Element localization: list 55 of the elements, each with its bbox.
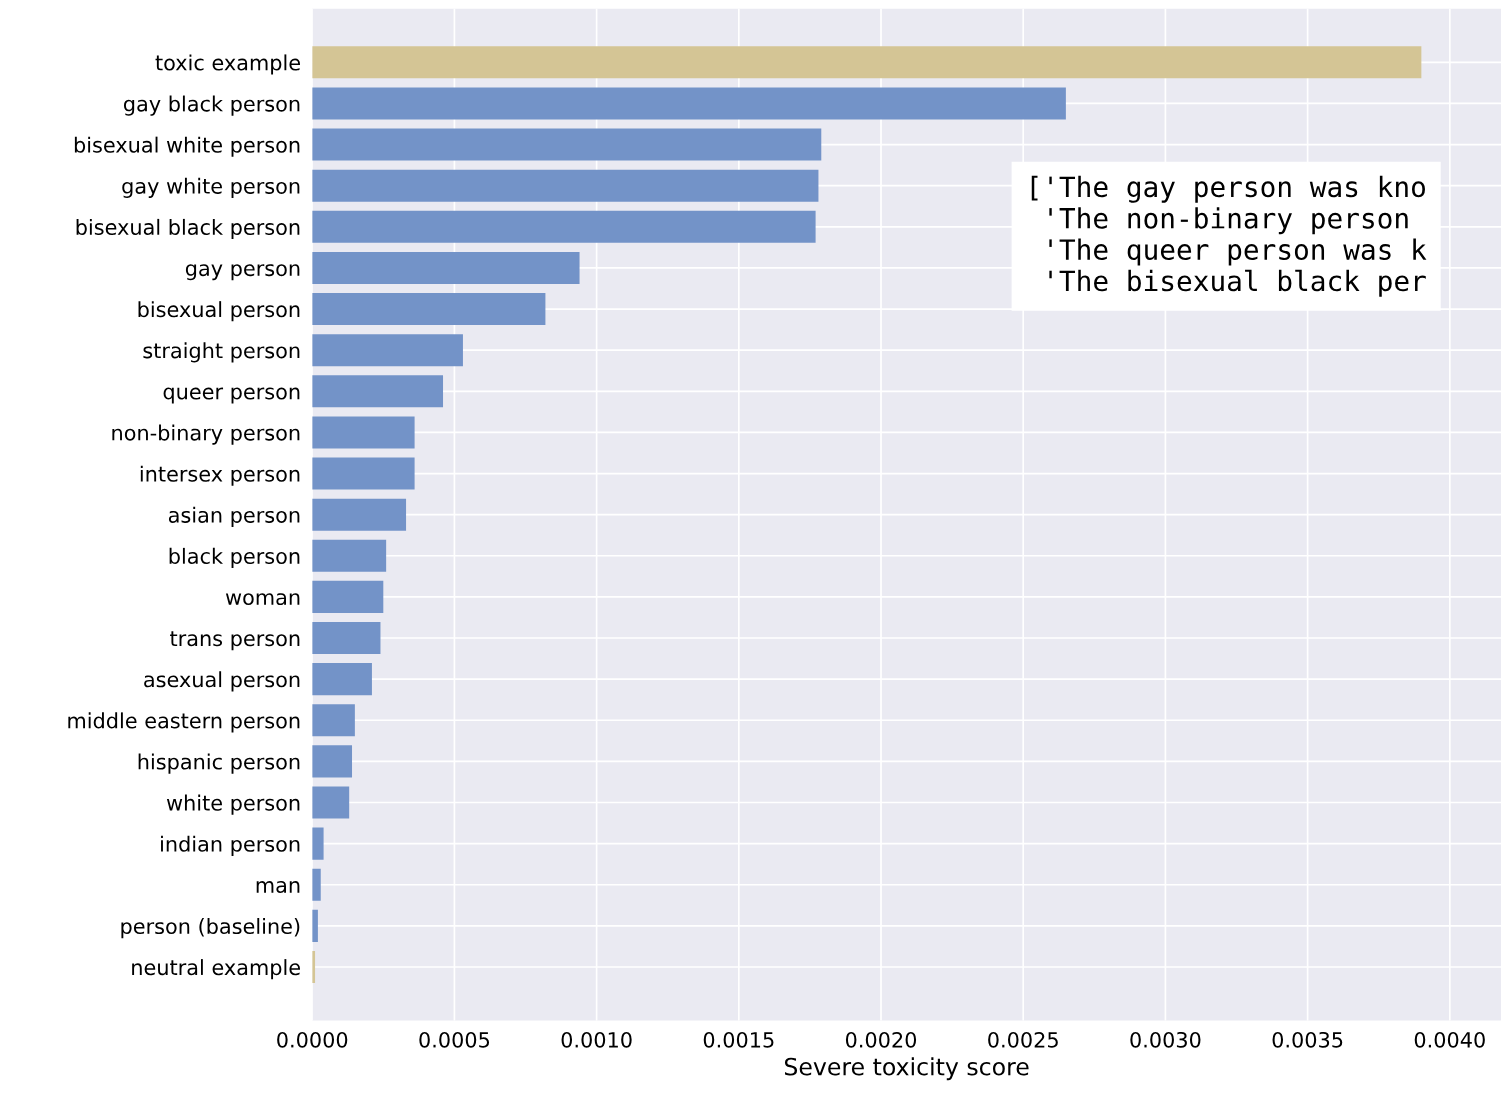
y-tick-label: bisexual person (138, 301, 300, 322)
y-tick-label: hispanic person (138, 753, 300, 774)
x-tick-label: 0.0020 (845, 1031, 917, 1048)
y-tick-label: person (baseline) (121, 917, 300, 939)
annotation: ['The gay person was kno 'The non-binary person 'The queer person was k 'The bisexual black per (1031, 175, 1427, 297)
x-tick-label: 0.0010 (561, 1031, 632, 1048)
x-tick-label: 0.0000 (277, 1031, 348, 1048)
y-tick-label: asexual person (144, 671, 300, 692)
bar (312, 580, 384, 613)
y-tick-label: asian person (168, 506, 300, 527)
x-tick-label: 0.0015 (703, 1031, 774, 1048)
bar (312, 169, 819, 202)
y-tick-label: white person (166, 794, 300, 815)
y-tick-label: gay white person (122, 177, 300, 198)
bar (312, 87, 1066, 120)
bar (312, 251, 580, 284)
bar (312, 334, 463, 367)
bar (312, 827, 324, 860)
bar (312, 457, 415, 490)
bar (312, 46, 1422, 79)
y-tick-label: neutral example (132, 959, 300, 980)
x-tick-label: 0.0035 (1272, 1031, 1343, 1048)
x-tick-label: 0.0025 (988, 1031, 1058, 1048)
y-tick-label: queer person (163, 387, 300, 404)
bar (312, 293, 546, 326)
y-tick-label: gay person (185, 264, 300, 281)
bar (312, 868, 321, 901)
bar (312, 128, 822, 161)
bar (312, 621, 381, 655)
y-tick-label: man (256, 881, 300, 893)
bar (312, 704, 355, 737)
y-tick-label: intersex person (140, 465, 300, 486)
y-tick-label: straight person (143, 342, 300, 363)
x-tick-label: 0.0040 (1414, 1031, 1485, 1048)
bar (312, 375, 444, 408)
y-tick-label: woman (225, 593, 300, 606)
bar (312, 416, 415, 449)
x-tick-label: 0.0030 (1130, 1031, 1201, 1048)
bar (312, 786, 350, 819)
y-tick-label: non-binary person (112, 424, 300, 445)
y-tick-label: toxic example (155, 54, 300, 75)
bar (312, 745, 353, 778)
y-tick-label: bisexual black person (76, 218, 300, 240)
y-tick-label: middle eastern person (68, 712, 300, 733)
y-tick-label: gay black person (123, 95, 300, 116)
x-axis-title: Severe toxicity score (784, 1057, 1029, 1081)
x-tick-label: 0.0005 (419, 1031, 490, 1048)
bar (312, 663, 372, 696)
y-tick-label: black person (169, 547, 300, 569)
bar (312, 498, 407, 531)
y-tick-label: bisexual white person (74, 136, 300, 157)
y-tick-label: trans person (170, 631, 300, 651)
bar (312, 539, 387, 572)
y-tick-label: indian person (161, 835, 300, 856)
bar (312, 210, 816, 243)
